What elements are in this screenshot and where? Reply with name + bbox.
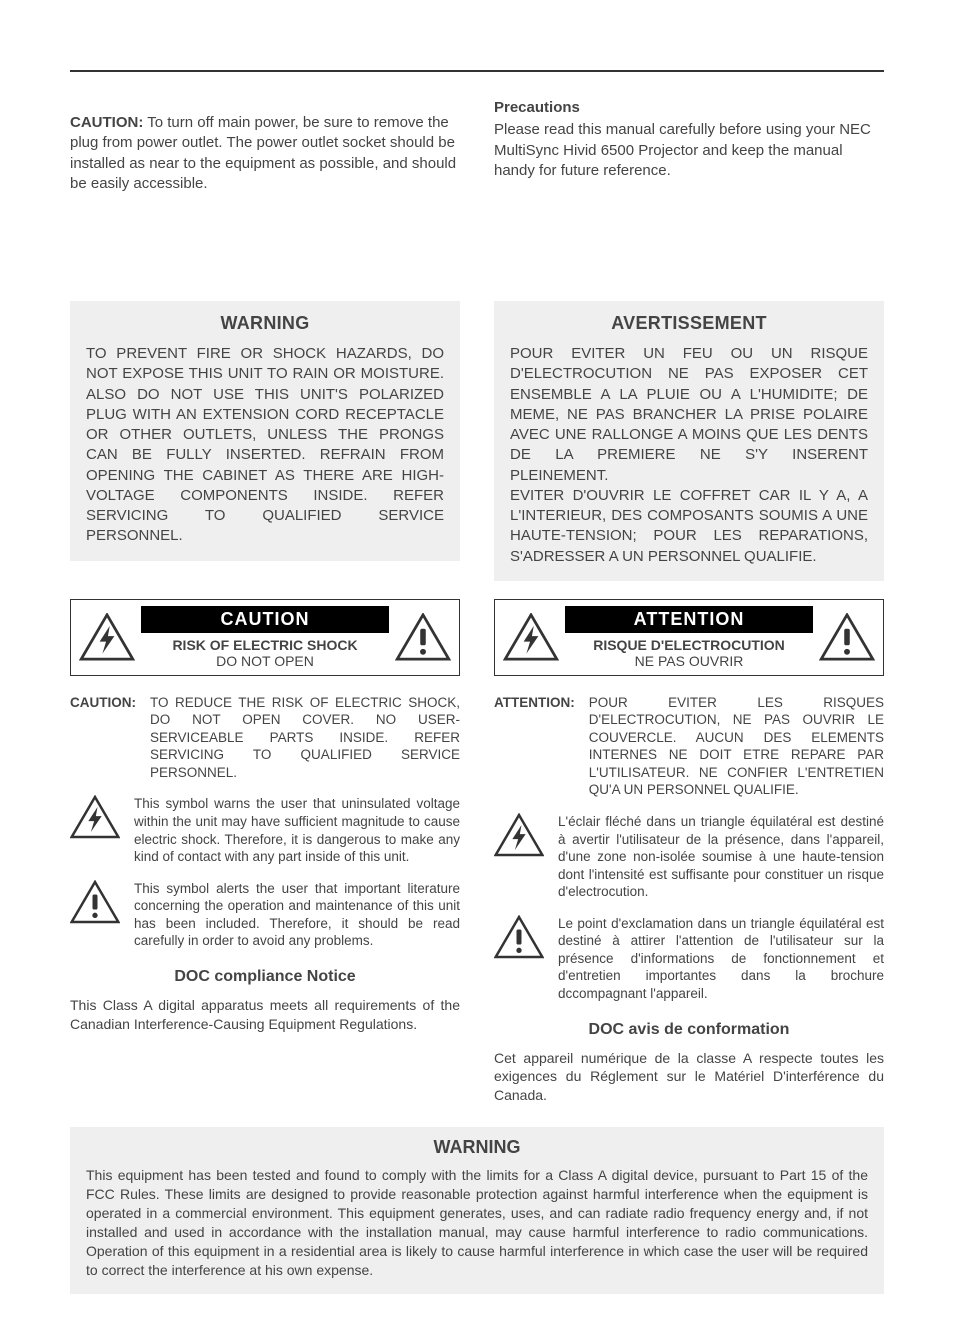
precautions-body: Please read this manual carefully before… (494, 120, 884, 181)
bolt-text-fr: L'éclair fléché dans un triangle équilat… (558, 813, 884, 901)
caution-framed-box-en: CAUTION RISK OF ELECTRIC SHOCK DO NOT OP… (70, 599, 460, 676)
warning-body-fr-1: POUR EVITER UN FEU OU UN RISQUE D'ELECTR… (510, 345, 868, 484)
exclamation-triangle-icon (819, 613, 875, 661)
precautions-lead: Precautions (494, 99, 580, 116)
warning-body-fr: POUR EVITER UN FEU OU UN RISQUE D'ELECTR… (510, 344, 868, 567)
caution-symbol-section: CAUTION RISK OF ELECTRIC SHOCK DO NOT OP… (70, 581, 884, 676)
document-page: CAUTION: To turn off main power, be sure… (0, 0, 954, 1334)
warning-title-fr: AVERTISSEMENT (510, 313, 868, 334)
doc-title-en: DOC compliance Notice (70, 968, 460, 986)
warning-bottom-title: WARNING (86, 1137, 868, 1158)
bolt-text-en: This symbol warns the user that uninsula… (134, 795, 460, 865)
lightning-bolt-triangle-icon (79, 613, 135, 661)
doc-title-fr: DOC avis de conformation (494, 1021, 884, 1039)
excl-text-fr: Le point d'exclamation dans un triangle … (558, 915, 884, 1003)
doc-body-en: This Class A digital apparatus meets all… (70, 996, 460, 1034)
lightning-bolt-triangle-icon (70, 795, 120, 839)
caution-para-section: CAUTION: TO REDUCE THE RISK OF ELECTRIC … (70, 676, 884, 1105)
excl-explain-en: This symbol alerts the user that importa… (70, 880, 460, 950)
warning-bottom-body: This equipment has been tested and found… (86, 1166, 868, 1279)
bolt-explain-en: This symbol warns the user that uninsula… (70, 795, 460, 865)
excl-text-en: This symbol alerts the user that importa… (134, 880, 460, 950)
caution-bar-fr: ATTENTION (565, 606, 813, 633)
caution-framed-box-fr: ATTENTION RISQUE D'ELECTROCUTION NE PAS … (494, 599, 884, 676)
warning-bottom-box: WARNING This equipment has been tested a… (70, 1127, 884, 1293)
caution-paragraph-fr: ATTENTION: POUR EVITER LES RISQUES D'ELE… (494, 694, 884, 799)
caution-bar-en: CAUTION (141, 606, 389, 633)
caution-sub2-en: DO NOT OPEN (141, 653, 389, 669)
lightning-bolt-triangle-icon (494, 813, 544, 857)
warning-body-en: TO PREVENT FIRE OR SHOCK HAZARDS, DO NOT… (86, 344, 444, 547)
top-rule (70, 70, 884, 72)
warning-title-en: WARNING (86, 313, 444, 334)
warning-box-fr: AVERTISSEMENT POUR EVITER UN FEU OU UN R… (494, 301, 884, 581)
caution-para-text-en: TO REDUCE THE RISK OF ELECTRIC SHOCK, DO… (150, 694, 460, 782)
lightning-bolt-triangle-icon (503, 613, 559, 661)
excl-explain-fr: Le point d'exclamation dans un triangle … (494, 915, 884, 1003)
top-left-paragraph: CAUTION: To turn off main power, be sure… (70, 98, 460, 209)
warning-box-en: WARNING TO PREVENT FIRE OR SHOCK HAZARDS… (70, 301, 460, 561)
caution-paragraph-en: CAUTION: TO REDUCE THE RISK OF ELECTRIC … (70, 694, 460, 782)
caution-sub1-en: RISK OF ELECTRIC SHOCK (141, 637, 389, 653)
bolt-explain-fr: L'éclair fléché dans un triangle équilat… (494, 813, 884, 901)
caution-para-text-fr: POUR EVITER LES RISQUES D'ELECTROCUTION,… (589, 694, 884, 799)
warning-section: WARNING TO PREVENT FIRE OR SHOCK HAZARDS… (70, 209, 884, 581)
precautions-text: Precautions (494, 98, 884, 118)
exclamation-triangle-icon (494, 915, 544, 959)
warning-body-fr-2: EVITER D'OUVRIR LE COFFRET CAR IL Y A, A… (510, 487, 868, 565)
caution-lead: CAUTION: (70, 114, 143, 131)
caution-sub2-fr: NE PAS OUVRIR (565, 653, 813, 669)
top-section: CAUTION: To turn off main power, be sure… (70, 98, 884, 209)
caution-sub1-fr: RISQUE D'ELECTROCUTION (565, 637, 813, 653)
caution-top-text: CAUTION: To turn off main power, be sure… (70, 113, 460, 194)
caution-para-lead-en: CAUTION: (70, 694, 136, 782)
top-right-paragraph: Precautions Please read this manual care… (494, 98, 884, 209)
doc-body-fr: Cet appareil numérique de la classe A re… (494, 1049, 884, 1106)
caution-para-lead-fr: ATTENTION: (494, 694, 575, 799)
exclamation-triangle-icon (395, 613, 451, 661)
exclamation-triangle-icon (70, 880, 120, 924)
